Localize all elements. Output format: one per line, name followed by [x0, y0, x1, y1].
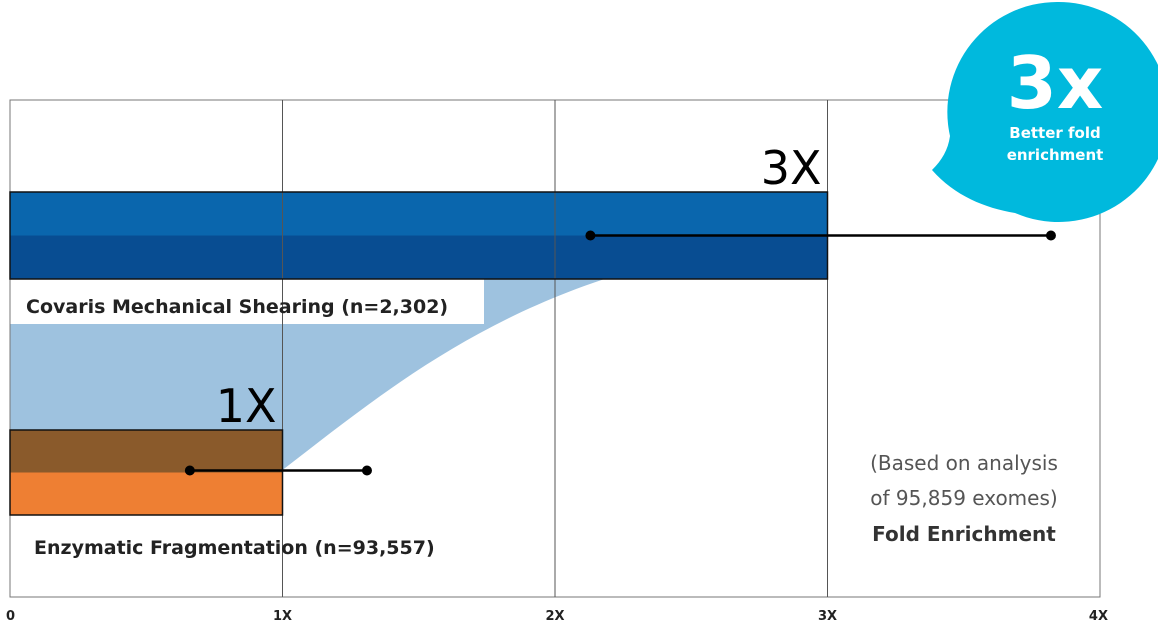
covaris-label-background	[10, 279, 484, 324]
bar-enzymatic-lower	[10, 472, 283, 515]
range-end-point	[361, 465, 372, 476]
range-line-enzymatic	[184, 465, 372, 476]
x-tick-label-2X: 2X	[545, 609, 564, 624]
bar-covaris-upper	[10, 192, 828, 236]
x-tick-label-0: 0	[6, 609, 15, 624]
badge: 3x Better fold enrichment	[932, 1, 1158, 222]
annotation-line-1: (Based on analysis	[870, 451, 1058, 475]
x-tick-label-1X: 1X	[273, 609, 292, 624]
badge-text-line-1: Better fold	[1009, 124, 1100, 142]
range-line-covaris	[585, 230, 1056, 241]
badge-text-line-2: enrichment	[1007, 146, 1104, 164]
bar-covaris-lower	[10, 235, 828, 279]
range-start-point	[184, 465, 195, 476]
category-label-covaris: Covaris Mechanical Shearing (n=2,302)	[26, 296, 448, 318]
annotation-line-2: of 95,859 exomes)	[870, 486, 1057, 510]
badge-bubble	[932, 1, 1158, 222]
range-start-point	[585, 230, 596, 241]
value-label-covaris: 3X	[761, 141, 822, 195]
range-end-point	[1045, 230, 1056, 241]
value-label-enzymatic: 1X	[216, 379, 277, 433]
category-label-enzymatic: Enzymatic Fragmentation (n=93,557)	[34, 537, 435, 559]
bar-enzymatic-upper	[10, 430, 283, 473]
bar-enzymatic-outline	[9, 429, 284, 516]
x-tick-label-3X: 3X	[818, 609, 837, 624]
badge-headline: 3x	[1007, 41, 1104, 125]
annotation-line-3: Fold Enrichment	[872, 522, 1056, 546]
x-tick-label-4X: 4X	[1089, 609, 1108, 624]
x-axis-tick-labels: 0 1X 2X 3X 4X	[6, 609, 1108, 624]
